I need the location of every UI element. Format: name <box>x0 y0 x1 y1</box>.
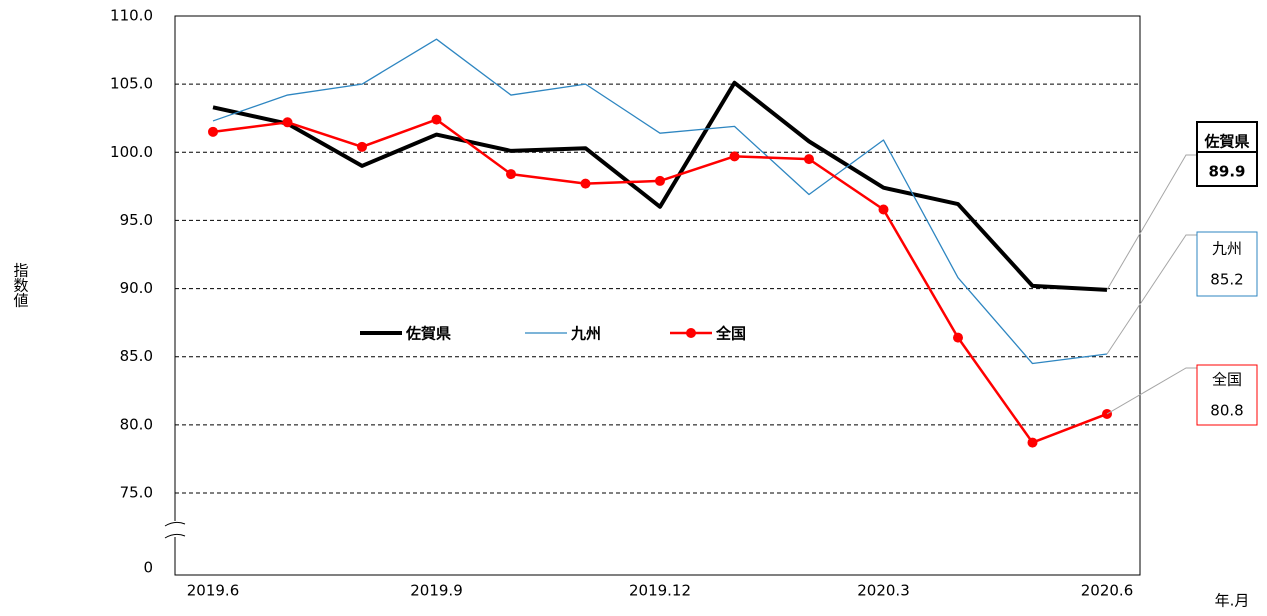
legend-label: 九州 <box>570 325 601 343</box>
legend-label: 佐賀県 <box>405 325 451 343</box>
axis-break <box>164 521 186 539</box>
x-tick-label: 2019.12 <box>629 582 691 600</box>
callout-box <box>1196 121 1258 153</box>
y-tick-label: 100.0 <box>110 143 153 161</box>
y-tick-label: 105.0 <box>110 75 153 93</box>
y-tick-label: 85.0 <box>120 347 153 365</box>
data-point <box>804 154 814 165</box>
data-point <box>431 114 442 125</box>
callout-name: 全国 <box>1212 371 1242 389</box>
data-point <box>580 178 591 189</box>
y-tick-label: 90.0 <box>120 279 153 297</box>
series-line <box>212 38 1108 365</box>
legend-item: 九州 <box>525 325 601 343</box>
y-tick-label: 95.0 <box>120 211 153 229</box>
leader-line <box>1106 154 1197 291</box>
callout-name: 九州 <box>1212 240 1242 258</box>
data-point <box>729 151 740 162</box>
series-line <box>212 118 1108 444</box>
data-point <box>208 126 218 137</box>
callout-box <box>1196 364 1258 426</box>
callout-box <box>1196 231 1258 297</box>
x-tick-label: 2020.6 <box>1081 582 1134 600</box>
y-tick-label: 75.0 <box>120 484 153 502</box>
leader-line <box>1106 367 1197 415</box>
data-point <box>953 332 963 343</box>
leader-line <box>1106 234 1197 355</box>
callout-value: 80.8 <box>1210 402 1243 420</box>
legend-item: 佐賀県 <box>360 325 451 343</box>
x-tick-label: 2019.6 <box>187 582 240 600</box>
x-tick-label: 2020.3 <box>857 582 910 600</box>
plot-frame <box>174 15 1141 576</box>
y-axis-label: 指数値 <box>12 263 30 308</box>
legend-marker <box>686 328 696 338</box>
y-tick-label: 110.0 <box>110 7 153 25</box>
y-tick-label: 0 <box>143 559 153 577</box>
data-point <box>1027 437 1038 448</box>
data-point <box>878 204 889 215</box>
legend-item: 全国 <box>670 325 746 343</box>
y-tick-label: 80.0 <box>120 415 153 433</box>
data-point <box>357 141 367 152</box>
series-line <box>212 80 1108 292</box>
callout-value: 89.9 <box>1208 163 1245 181</box>
x-axis-label: 年.月 <box>1215 592 1250 610</box>
legend-label: 全国 <box>715 325 746 343</box>
callout-name: 佐賀県 <box>1203 133 1249 151</box>
data-point <box>506 169 516 180</box>
x-tick-label: 2019.9 <box>410 582 463 600</box>
callout-value: 85.2 <box>1210 271 1243 289</box>
data-point <box>282 117 293 128</box>
data-point <box>655 175 665 186</box>
